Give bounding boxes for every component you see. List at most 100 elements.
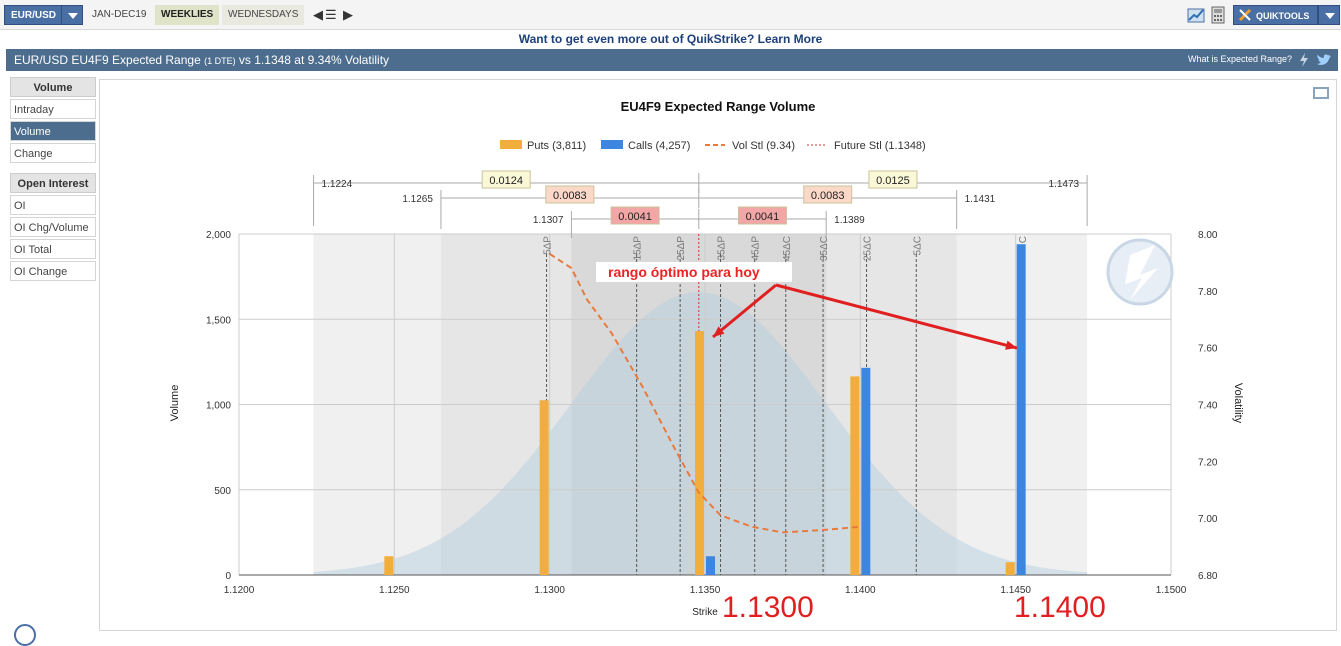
x-tick-6: 1.1500 [1156,585,1187,596]
delta-label-8: 5ΔC [912,236,923,255]
page-title: EUR/USD EU4F9 Expected Range (1 DTE) vs … [14,53,389,67]
x-tick-0: 1.1200 [224,585,255,596]
bar-puts-4 [1005,562,1015,575]
x-axis-label: Strike [692,607,718,618]
top-toolbar: EUR/USD JAN-DEC19 WEEKLIES WEDNESDAYS ◀ … [0,0,1341,30]
delta-label-9: C [1018,236,1029,243]
help-link[interactable]: What is Expected Range? [1187,54,1292,64]
quiktools-dropdown-icon[interactable] [1318,5,1340,25]
x-tick-4: 1.1400 [845,585,876,596]
range-box-r-0 [868,170,918,189]
legend-label-2: Vol Stl (9.34) [732,140,795,152]
chart-icon[interactable] [1186,5,1206,25]
chart-panel: EU4F9 Expected Range Volume Puts (3,811) C… [99,79,1337,631]
delta-label-6: 35ΔC [819,236,830,261]
tools-icon [1238,8,1252,22]
range-width-l-0: 0.0124 [489,175,523,187]
sidebar-item-intraday[interactable]: Intraday [10,99,96,119]
delta-label-5: 45ΔC [782,236,793,261]
symbol-dropdown-icon[interactable] [61,5,83,25]
range-width-r-0: 0.0125 [876,175,910,187]
watermark-bolt-icon [1125,245,1158,300]
y2-tick-3: 7.40 [1198,401,1218,412]
bar-calls-4 [1016,244,1026,576]
help-circle-icon[interactable] [14,624,36,646]
list-menu-icon[interactable]: ☰ [325,7,337,22]
y-tick-2: 1,000 [206,401,231,412]
range-low-2: 1.1307 [533,215,564,226]
quiktools-button[interactable]: QUIKTOOLS [1233,5,1318,25]
range-box-r-2 [737,206,787,225]
next-arrow-icon[interactable]: ▶ [343,7,353,22]
quiktools-label: QUIKTOOLS [1256,11,1310,21]
x-tick-5: 1.1450 [1000,585,1031,596]
bar-calls-3 [861,367,871,575]
y-axis-label: Volume [169,385,181,422]
range-high-0: 1.1473 [1049,179,1080,190]
tab-wednesdays[interactable]: WEDNESDAYS [222,5,305,25]
title-bar: EUR/USD EU4F9 Expected Range (1 DTE) vs … [6,49,1338,71]
vol-settle-curve [549,253,861,534]
sidebar-item-oi-chg-volume[interactable]: OI Chg/Volume [10,217,96,237]
range-box-l-1 [545,185,595,204]
y2-tick-5: 7.80 [1198,287,1218,298]
expand-icon [1313,87,1329,99]
title-tail: vs 1.1348 at 9.34% Volatility [235,53,390,67]
title-dte: (1 DTE) [204,56,236,66]
bar-calls-2 [706,556,715,575]
bar-puts-0 [384,556,394,575]
x-tick-3: 1.1350 [690,585,721,596]
legend-label-0: Puts (3,811) [527,140,586,152]
sidebar-volume-heading: Volume [10,77,96,97]
y2-tick-4: 7.60 [1198,344,1218,355]
range-high-2: 1.1389 [834,215,865,226]
expected-range-chart: EU4F9 Expected Range Volume Puts (3,811) C… [169,87,1329,618]
x-tick-1: 1.1250 [379,585,410,596]
range-box-r-1 [803,185,853,204]
annotation-arrow-right-head [1005,340,1017,350]
symbol-button[interactable]: EUR/USD [4,5,64,25]
legend-label-1: Calls (4,257) [628,140,690,152]
range-width-r-1: 0.0083 [811,190,845,202]
sidebar-item-volume[interactable]: Volume [10,121,96,141]
twitter-icon[interactable] [1316,53,1332,67]
annotation-arrow-right [775,283,1018,350]
range-width-r-2: 0.0041 [746,211,780,223]
annotation-label: rango óptimo para hoy [596,262,792,282]
sidebar: Volume Intraday Volume Change Open Inter… [10,77,96,281]
tab-jan-dec19[interactable]: JAN-DEC19 [92,9,147,20]
range-box-l-0 [481,170,531,189]
bar-puts-1 [539,400,549,575]
y-tick-3: 1,500 [206,315,231,326]
y-tick-1: 500 [214,486,231,497]
delta-label-2: 25ΔP [676,236,687,261]
sidebar-item-oi[interactable]: OI [10,195,96,215]
tab-weeklies[interactable]: WEEKLIES [155,5,220,25]
lightning-icon[interactable] [1298,53,1310,67]
big-label-1: 1.1300 [722,591,814,624]
y2-tick-6: 8.00 [1198,230,1218,241]
sidebar-item-oi-total[interactable]: OI Total [10,239,96,259]
y2-tick-0: 6.80 [1198,571,1218,582]
delta-label-7: 25ΔC [863,236,874,261]
title-main: EUR/USD EU4F9 Expected Range [14,53,205,67]
sidebar-oi-heading: Open Interest [10,173,96,193]
bar-puts-3 [850,376,860,575]
delta-label-4: 45ΔP [751,236,762,261]
legend-label-3: Future Stl (1.1348) [834,140,926,152]
chart-title: EU4F9 Expected Range Volume [621,99,816,114]
sidebar-item-oi-change[interactable]: OI Change [10,261,96,281]
range-width-l-1: 0.0083 [553,190,587,202]
range-low-1: 1.1265 [402,194,433,205]
range-low-0: 1.1224 [322,179,353,190]
annotation-arrow-left [712,283,777,339]
sidebar-item-change[interactable]: Change [10,143,96,163]
delta-label-1: 15ΔP [633,236,644,261]
promo-banner[interactable]: Want to get even more out of QuikStrike?… [518,32,823,46]
legend-swatch-0 [500,140,522,149]
prev-arrow-icon[interactable]: ◀ [313,7,323,22]
y2-tick-1: 7.00 [1198,514,1218,525]
bar-puts-2 [695,331,704,575]
annotation-arrow-left-head [713,326,725,337]
calculator-icon[interactable] [1210,5,1226,25]
